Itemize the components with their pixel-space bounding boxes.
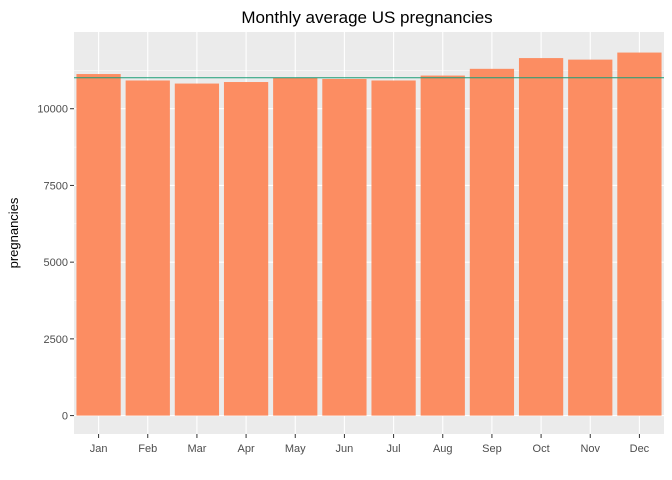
chart-title: Monthly average US pregnancies (241, 8, 492, 27)
x-tick-label: Jun (336, 443, 354, 455)
x-tick-label: Dec (630, 443, 650, 455)
x-tick-label: Feb (138, 443, 157, 455)
x-tick-label: Mar (187, 443, 206, 455)
y-tick-label: 7500 (44, 180, 68, 192)
y-tick-label: 5000 (44, 257, 68, 269)
bar-apr (223, 82, 269, 416)
grid-minor (74, 70, 664, 378)
bar-mar (174, 83, 220, 416)
x-tick-label: Jul (387, 443, 401, 455)
x-axis: Jan Feb Mar Apr May Jun Jul Aug Sep Oct Nov Dec (90, 434, 650, 455)
bar-dec (617, 52, 662, 416)
bar-oct (518, 58, 564, 416)
y-tick-label: 0 (62, 411, 68, 423)
x-tick-label: Oct (533, 443, 550, 455)
bar-may (273, 77, 318, 416)
bar-nov (568, 59, 613, 416)
bar-feb (125, 80, 170, 416)
x-tick-label: Nov (580, 443, 600, 455)
bars (76, 52, 662, 416)
bar-sep (469, 68, 515, 416)
bar-jul (371, 80, 416, 416)
bar-jan (76, 74, 121, 416)
y-axis-label: pregnancies (6, 197, 21, 268)
x-tick-label: Aug (433, 443, 453, 455)
y-tick-label: 2500 (44, 334, 68, 346)
bar-aug (420, 75, 465, 416)
bar-jun (322, 78, 367, 416)
x-tick-label: Jan (90, 443, 108, 455)
x-tick-label: May (285, 443, 306, 455)
x-tick-label: Apr (238, 443, 255, 455)
y-tick-label: 10000 (37, 104, 68, 116)
plot-panel (74, 32, 664, 434)
x-tick-label: Sep (482, 443, 502, 455)
y-axis: 0 2500 5000 7500 10000 (37, 104, 74, 423)
